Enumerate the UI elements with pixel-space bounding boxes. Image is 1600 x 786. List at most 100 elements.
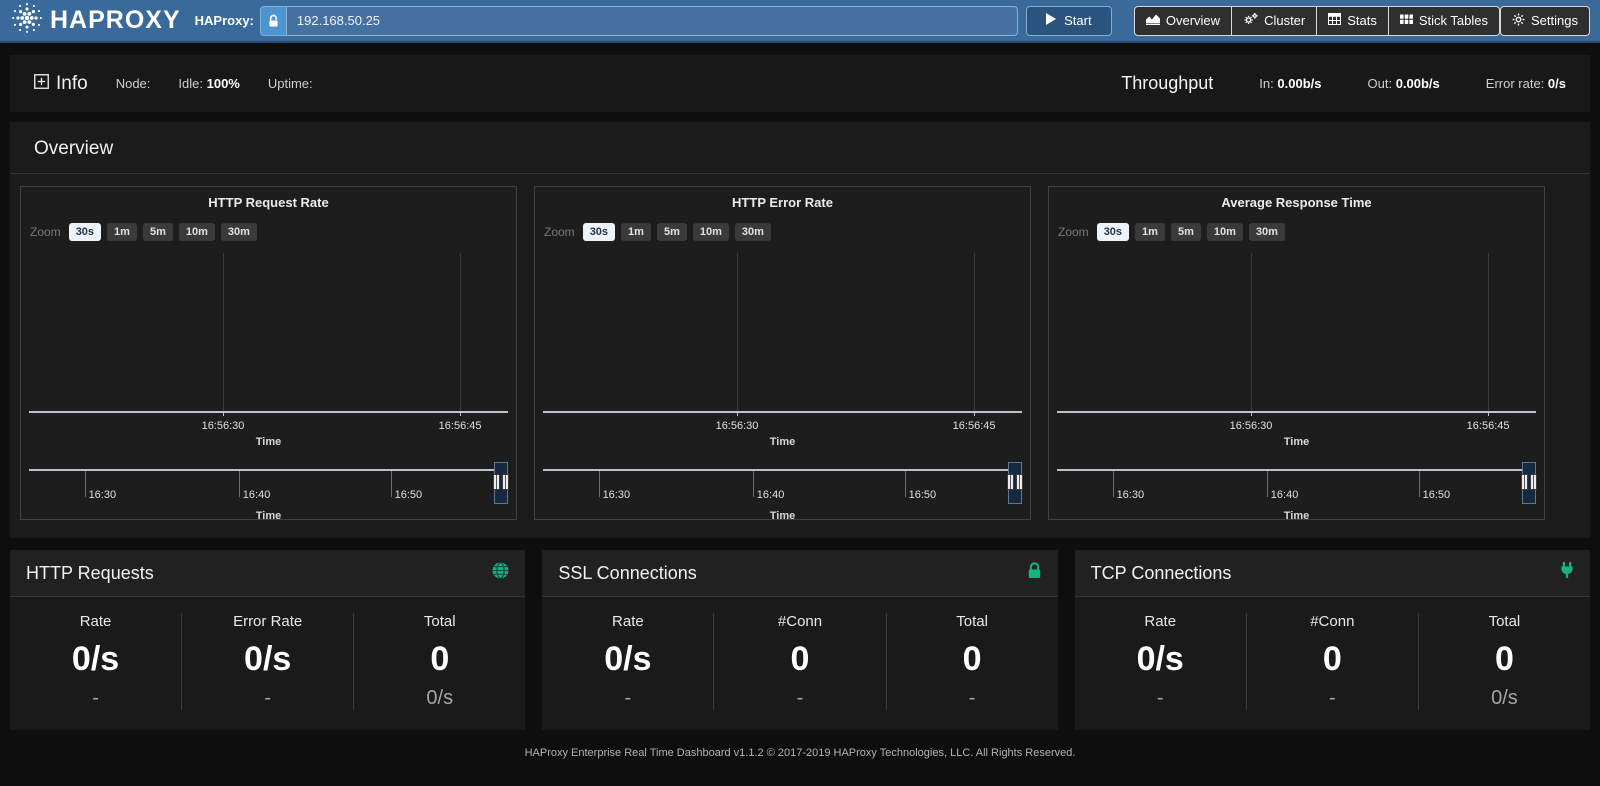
navigator-axis-title: Time: [255, 510, 282, 520]
throughput-in: In: 0.00b/s: [1259, 76, 1322, 91]
range-navigator[interactable]: [29, 462, 509, 509]
zoom-10m-button[interactable]: 10m: [178, 223, 215, 241]
metric-column: Total 0 -: [885, 613, 1058, 710]
range-navigator[interactable]: [1057, 462, 1537, 509]
card-http-requests: HTTP Requests Rate 0/s -: [10, 550, 526, 730]
gridline: [222, 253, 224, 411]
footer-copyright: HAProxy Enterprise Real Time Dashboard v…: [524, 747, 1076, 759]
chart-plot-area[interactable]: [29, 253, 508, 416]
metric-sub-value: -: [264, 687, 271, 709]
gears-icon: [1243, 12, 1258, 29]
navigator-tick-label: 16:30: [602, 489, 631, 501]
zoom-label: Zoom: [1058, 225, 1089, 239]
navigator-grip-right[interactable]: [502, 474, 509, 490]
gridline: [1250, 253, 1252, 411]
view-switcher-group: Overview Cluster: [1133, 5, 1501, 36]
tab-stats[interactable]: Stats: [1317, 5, 1389, 36]
overview-panel: Overview HTTP Request Rate Zoom 30s 1m 5…: [10, 122, 1590, 538]
uptime-field: Uptime:: [267, 76, 313, 91]
navigator-axis-title: Time: [769, 510, 796, 520]
throughput-out: Out: 0.00b/s: [1367, 76, 1440, 91]
zoom-10m-button[interactable]: 10m: [692, 223, 729, 241]
tab-cluster[interactable]: Cluster: [1232, 5, 1318, 36]
metric-value: 0/s: [1136, 640, 1184, 678]
gear-icon: [1512, 13, 1525, 29]
chart-title: HTTP Request Rate: [208, 195, 329, 210]
start-button-label: Start: [1064, 13, 1092, 28]
zoom-30s-button[interactable]: 30s: [582, 223, 616, 241]
throughput-in-value: 0.00b/s: [1277, 76, 1322, 91]
metric-value: 0: [790, 640, 810, 678]
tab-stick-tables[interactable]: Stick Tables: [1388, 5, 1501, 36]
zoom-5m-button[interactable]: 5m: [656, 223, 687, 241]
charts-row: HTTP Request Rate Zoom 30s 1m 5m 10m 30m…: [10, 186, 1590, 530]
navigator-tick: [238, 471, 240, 497]
tab-overview[interactable]: Overview: [1133, 5, 1233, 36]
metric-column: Rate 0/s -: [10, 613, 181, 710]
navigator-grip-right[interactable]: [1530, 474, 1537, 490]
axis-tick: [1488, 411, 1490, 416]
navigator-tick-label: 16:40: [756, 489, 785, 501]
navigator-tick: [752, 471, 754, 497]
zoom-label: Zoom: [544, 225, 575, 239]
metric-label: #Conn: [1310, 613, 1355, 630]
zoom-30m-button[interactable]: 30m: [734, 223, 771, 241]
metric-label: #Conn: [777, 613, 823, 630]
gridline: [736, 253, 738, 411]
zoom-5m-button[interactable]: 5m: [142, 223, 173, 241]
card-title: SSL Connections: [558, 562, 697, 583]
navigator-tick: [1266, 471, 1268, 497]
range-navigator[interactable]: [543, 462, 1023, 509]
zoom-1m-button[interactable]: 1m: [1135, 223, 1165, 241]
navigator-tick: [1112, 471, 1114, 497]
metric-value: 0: [1322, 640, 1342, 678]
metric-sub-value: -: [796, 687, 804, 709]
navigator-tick: [390, 471, 392, 497]
metric-column: Total 0 0/s: [353, 613, 525, 710]
x-tick-label: 16:56:45: [438, 420, 482, 432]
info-expand-toggle[interactable]: Info: [34, 73, 88, 95]
navigator-grip-left[interactable]: [1007, 474, 1014, 490]
gridline: [1488, 253, 1490, 411]
brand: HAPROXY: [10, 1, 181, 40]
haproxy-address-input[interactable]: [285, 5, 1018, 36]
navigator-range-handle[interactable]: [1007, 462, 1023, 504]
start-button[interactable]: Start: [1025, 5, 1112, 36]
navigator-grip-right[interactable]: [1016, 474, 1023, 490]
error-rate: Error rate: 0/s: [1485, 76, 1566, 91]
plug-icon: [1560, 562, 1574, 584]
card-title: HTTP Requests: [26, 562, 154, 583]
chart-http-request-rate: HTTP Request Rate Zoom 30s 1m 5m 10m 30m…: [20, 186, 517, 520]
navigator-axis-title: Time: [1283, 510, 1310, 520]
axis-tick: [736, 411, 738, 416]
card-tcp-connections: TCP Connections Rate 0/s - #Conn 0: [1074, 550, 1590, 730]
info-title: Info: [56, 72, 88, 94]
throughput-out-value: 0.00b/s: [1395, 76, 1440, 91]
tab-stats-label: Stats: [1347, 13, 1377, 28]
metric-column: Error Rate 0/s -: [181, 613, 353, 710]
settings-button[interactable]: Settings: [1500, 5, 1590, 36]
zoom-1m-button[interactable]: 1m: [621, 223, 651, 241]
metric-value: 0: [1494, 640, 1514, 678]
zoom-30m-button[interactable]: 30m: [220, 223, 257, 241]
zoom-30s-button[interactable]: 30s: [68, 223, 102, 241]
zoom-30m-button[interactable]: 30m: [1248, 223, 1285, 241]
chart-plot-area[interactable]: [543, 253, 1022, 416]
throughput-title: Throughput: [1121, 73, 1214, 93]
navigator-grip-left[interactable]: [1521, 474, 1528, 490]
zoom-5m-button[interactable]: 5m: [1170, 223, 1201, 241]
navigator-grip-left[interactable]: [493, 474, 500, 490]
zoom-10m-button[interactable]: 10m: [1206, 223, 1243, 241]
metric-label: Rate: [79, 613, 112, 630]
metric-label: Total: [1488, 613, 1521, 630]
metric-label: Rate: [612, 613, 644, 630]
navigator-range-handle[interactable]: [1521, 462, 1537, 504]
chart-plot-area[interactable]: [1057, 253, 1536, 416]
navigator-tick-label: 16:30: [1116, 489, 1145, 501]
navigator-range-handle[interactable]: [493, 462, 509, 504]
zoom-30s-button[interactable]: 30s: [1096, 223, 1130, 241]
navigator-tick: [84, 471, 86, 497]
metric-column: Rate 0/s -: [1075, 613, 1246, 710]
grid-icon: [1399, 13, 1413, 28]
zoom-1m-button[interactable]: 1m: [107, 223, 137, 241]
